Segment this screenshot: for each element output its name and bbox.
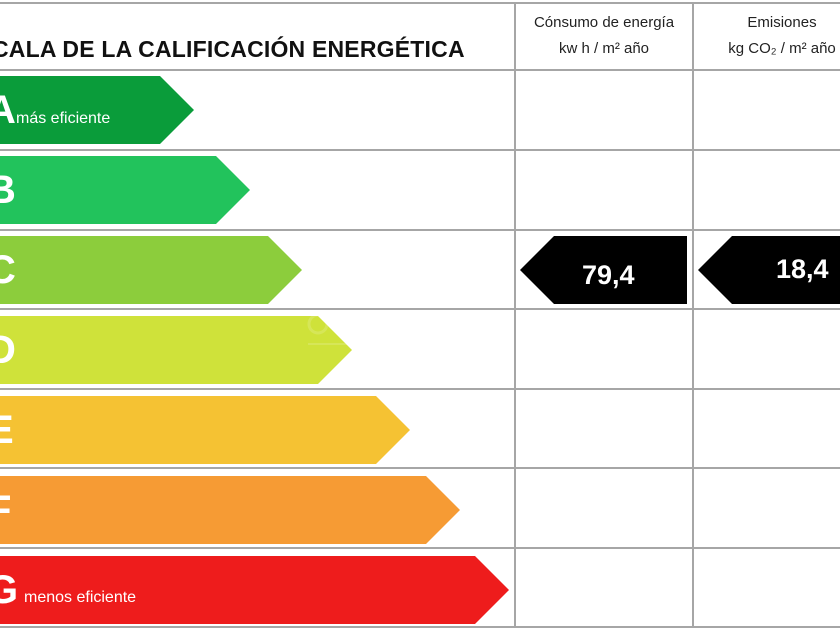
rating-letter-d: D	[0, 328, 16, 372]
rating-arrow-d-shape	[0, 316, 352, 384]
emissions-value-tag-shape	[698, 236, 840, 304]
energy-value-tag	[520, 236, 687, 304]
energy-value: 79,4	[582, 260, 635, 290]
rating-arrow-a	[0, 76, 194, 144]
rating-note-g: menos eficiente	[24, 589, 137, 606]
rating-arrow-c	[0, 236, 302, 304]
rating-letter-g: G	[0, 568, 19, 612]
rating-arrow-b	[0, 156, 250, 224]
rating-arrow-e	[0, 396, 410, 464]
grid-line-row-e	[0, 467, 840, 469]
rating-arrow-a-shape	[0, 76, 194, 144]
rating-arrow-e-shape	[0, 396, 410, 464]
energy-column-unit: kw h / m² año	[558, 40, 650, 57]
energy-value-tag-shape	[520, 236, 687, 304]
rating-letter-e: E	[0, 408, 14, 452]
energy-column-header: Cónsumo de energía kw h / m² año	[516, 10, 692, 62]
grid-line-bottom	[0, 626, 840, 628]
rating-letter-c: C	[0, 248, 16, 292]
grid-line-row-a	[0, 149, 840, 151]
grid-line-row-c	[0, 308, 840, 310]
watermark-logo-icon	[307, 313, 352, 345]
page-title: CALA DE LA CALIFICACIÓN ENERGÉTICA	[0, 36, 465, 62]
rating-arrow-d	[0, 316, 352, 384]
grid-line-header	[0, 69, 840, 71]
rating-arrow-f	[0, 476, 460, 544]
emissions-column-header: Emisiones kg CO₂ / m² año	[694, 10, 840, 62]
emissions-value: 18,4	[776, 254, 829, 284]
rating-letter-b: B	[0, 168, 16, 212]
rating-note-a: más eficiente	[16, 110, 111, 127]
grid-line-col-energy	[514, 2, 516, 628]
emissions-value-tag	[698, 236, 840, 304]
rating-arrow-g-shape	[0, 556, 509, 624]
rating-arrow-b-shape	[0, 156, 250, 224]
energy-column-label: Cónsumo de energía	[533, 14, 675, 31]
grid-line-top	[0, 2, 840, 4]
rating-arrow-c-shape	[0, 236, 302, 304]
rating-arrow-g	[0, 556, 509, 624]
rating-letter-a: A	[0, 88, 16, 132]
rating-letter-f: F	[0, 490, 11, 530]
emissions-column-unit: kg CO₂ / m² año	[728, 40, 836, 57]
grid-line-col-emissions	[692, 2, 694, 628]
grid-line-row-d	[0, 388, 840, 390]
emissions-column-label: Emisiones	[747, 14, 817, 31]
grid-line-row-f	[0, 547, 840, 549]
rating-arrow-f-shape	[0, 476, 460, 544]
grid-line-row-b	[0, 229, 840, 231]
